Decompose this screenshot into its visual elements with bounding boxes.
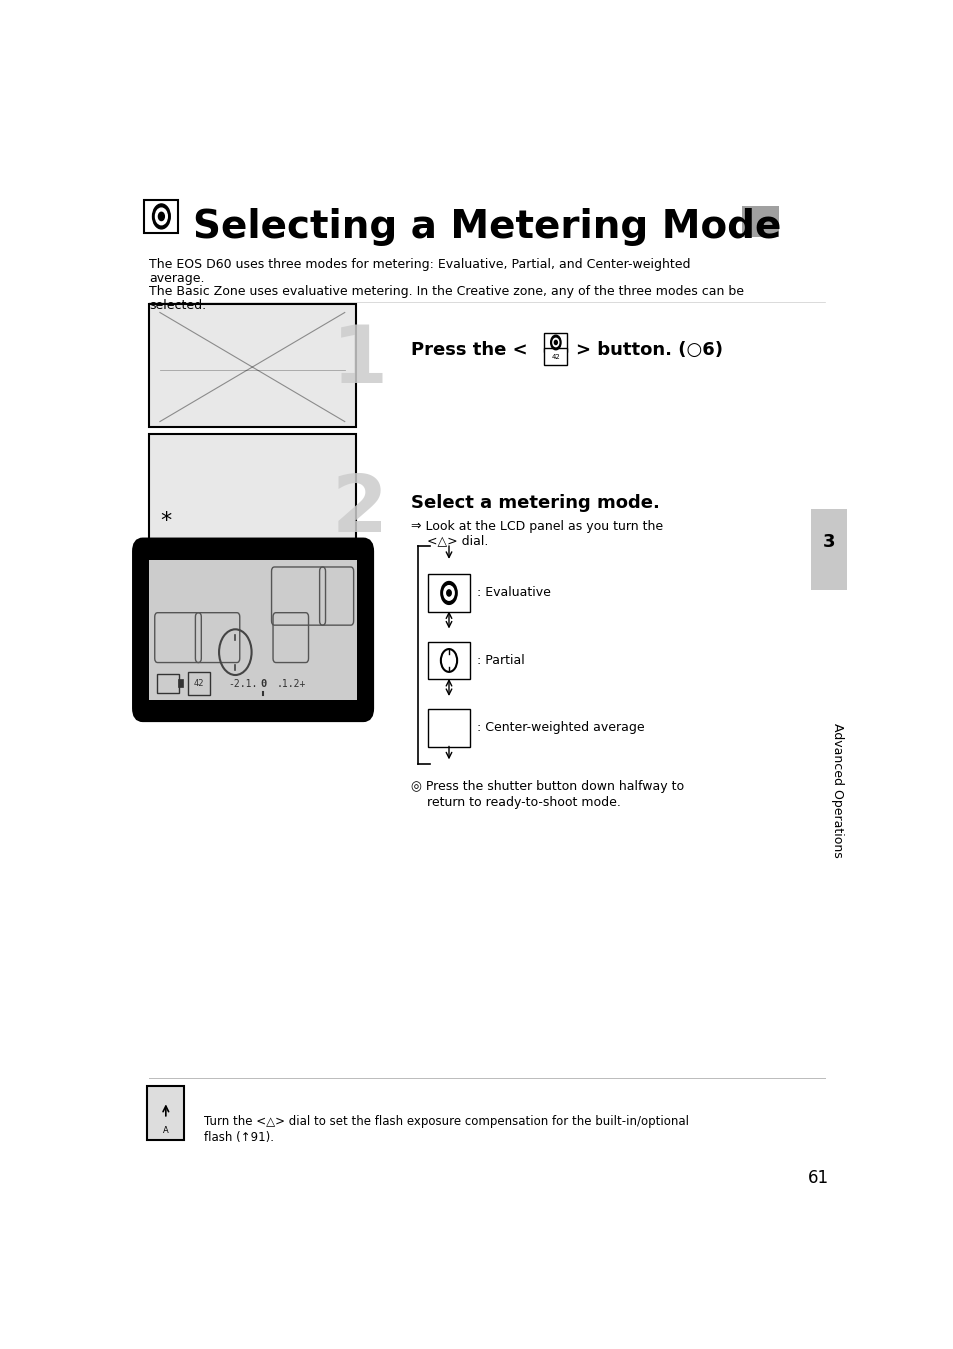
Text: 42: 42	[193, 679, 204, 688]
Text: 1: 1	[332, 322, 387, 401]
Circle shape	[152, 204, 170, 229]
Text: The Basic Zone uses evaluative metering. In the Creative zone, any of the three : The Basic Zone uses evaluative metering.…	[149, 286, 743, 298]
FancyBboxPatch shape	[149, 304, 355, 426]
FancyBboxPatch shape	[427, 710, 470, 747]
Text: Press the <: Press the <	[411, 341, 527, 359]
Text: > button. (○6): > button. (○6)	[576, 341, 722, 359]
Text: The EOS D60 uses three modes for metering: Evaluative, Partial, and Center-weigh: The EOS D60 uses three modes for meterin…	[149, 259, 690, 271]
Text: Selecting a Metering Mode: Selecting a Metering Mode	[193, 208, 781, 246]
Text: : Center-weighted average: : Center-weighted average	[476, 722, 644, 734]
Text: 2: 2	[332, 471, 387, 549]
Text: 42: 42	[551, 353, 559, 360]
Text: 61: 61	[807, 1168, 828, 1187]
Text: selected.: selected.	[149, 299, 206, 312]
FancyBboxPatch shape	[810, 509, 846, 590]
Text: A: A	[163, 1126, 169, 1135]
Text: return to ready-to-shoot mode.: return to ready-to-shoot mode.	[411, 796, 620, 808]
FancyBboxPatch shape	[144, 200, 178, 232]
FancyBboxPatch shape	[544, 333, 567, 352]
FancyBboxPatch shape	[544, 348, 567, 366]
FancyBboxPatch shape	[135, 541, 370, 719]
FancyBboxPatch shape	[149, 560, 357, 700]
Circle shape	[553, 339, 558, 347]
Circle shape	[443, 585, 454, 600]
Text: ⇒ Look at the LCD panel as you turn the: ⇒ Look at the LCD panel as you turn the	[411, 521, 662, 533]
Text: *: *	[160, 511, 171, 530]
Circle shape	[440, 581, 456, 604]
Text: average.: average.	[149, 272, 204, 285]
Circle shape	[155, 208, 167, 225]
Text: 0: 0	[260, 680, 266, 689]
FancyBboxPatch shape	[178, 679, 183, 688]
Circle shape	[554, 340, 557, 344]
Text: : Partial: : Partial	[476, 654, 524, 666]
Text: flash (↑91).: flash (↑91).	[203, 1130, 274, 1144]
Text: Select a metering mode.: Select a metering mode.	[411, 494, 659, 511]
Text: Advanced Operations: Advanced Operations	[830, 723, 842, 858]
Circle shape	[446, 590, 451, 596]
FancyBboxPatch shape	[741, 205, 778, 236]
Text: .1.2+: .1.2+	[276, 680, 306, 689]
FancyBboxPatch shape	[149, 434, 355, 557]
FancyBboxPatch shape	[427, 575, 470, 611]
Circle shape	[158, 212, 164, 221]
FancyBboxPatch shape	[147, 1086, 184, 1140]
Text: ◎ Press the shutter button down halfway to: ◎ Press the shutter button down halfway …	[411, 780, 683, 793]
Circle shape	[550, 335, 560, 349]
Text: -2.1.: -2.1.	[228, 680, 257, 689]
Text: 3: 3	[821, 533, 835, 550]
Text: <△> dial.: <△> dial.	[411, 534, 488, 546]
Text: Turn the <△> dial to set the flash exposure compensation for the built-in/option: Turn the <△> dial to set the flash expos…	[203, 1116, 688, 1128]
Text: : Evaluative: : Evaluative	[476, 587, 551, 599]
FancyBboxPatch shape	[427, 642, 470, 679]
